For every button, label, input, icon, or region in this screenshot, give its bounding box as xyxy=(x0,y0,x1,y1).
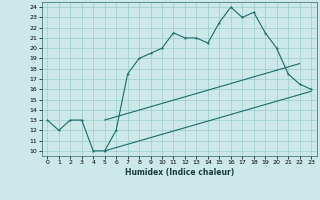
X-axis label: Humidex (Indice chaleur): Humidex (Indice chaleur) xyxy=(124,168,234,177)
